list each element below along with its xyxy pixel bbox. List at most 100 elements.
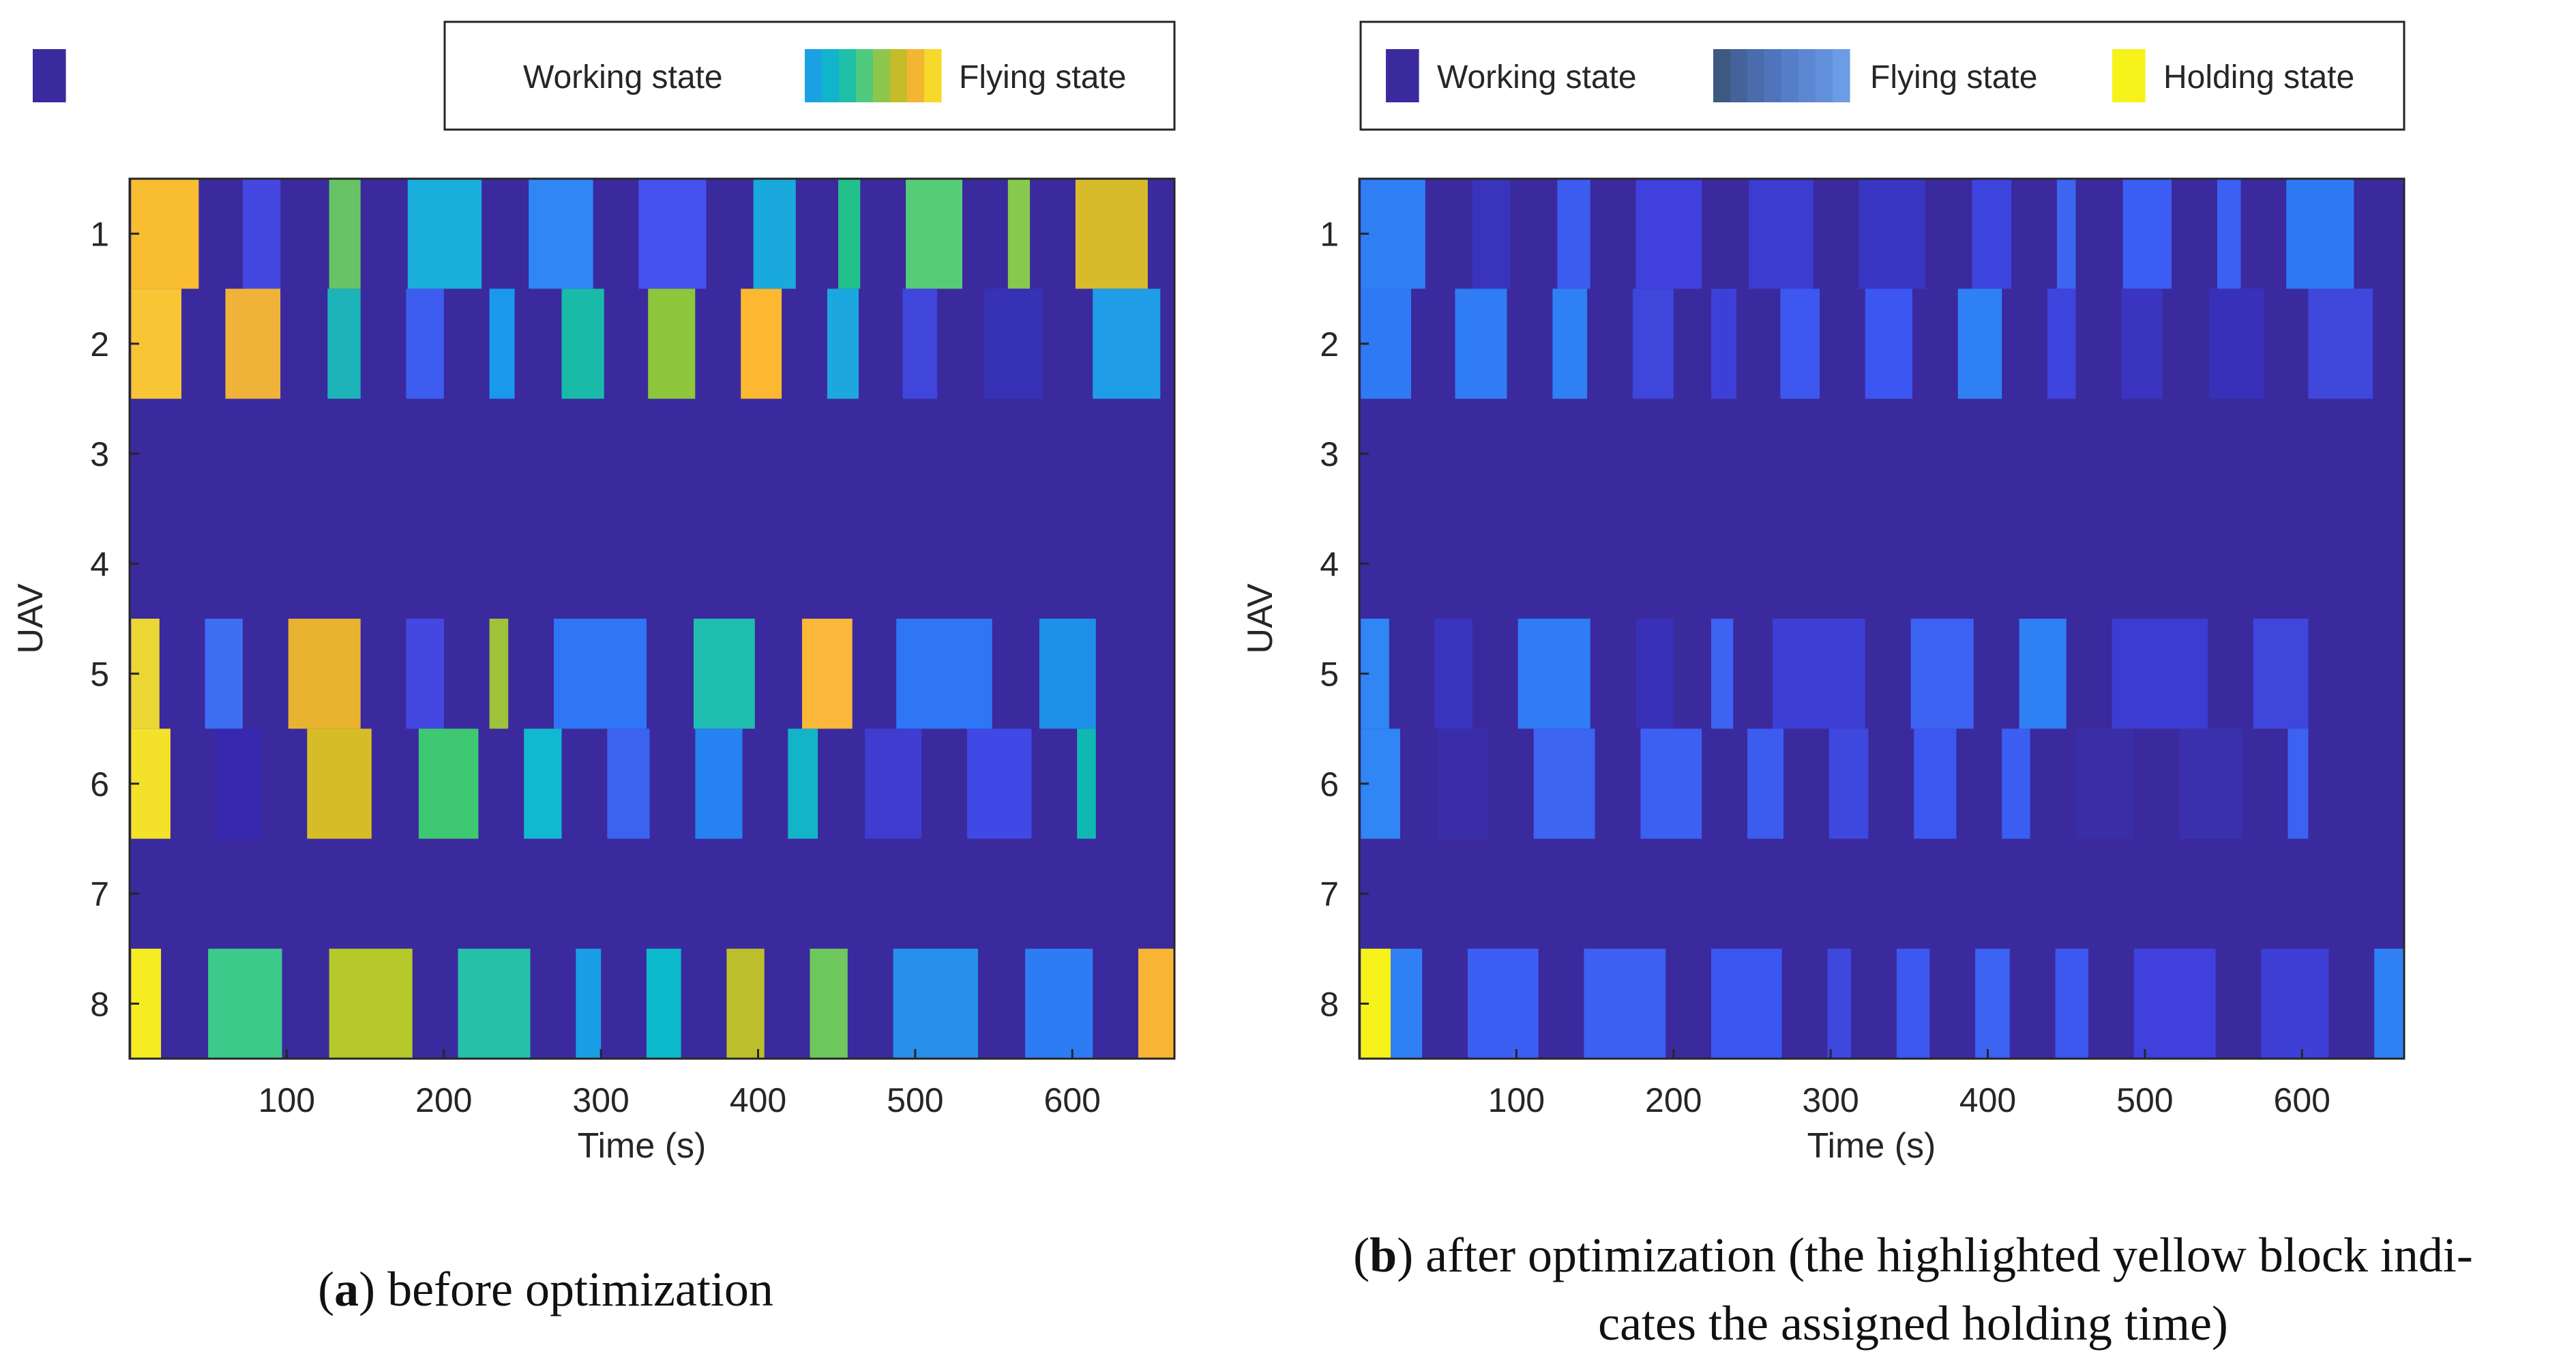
block-b-uav6-6	[1914, 728, 1957, 839]
block-a-uav2-6	[648, 289, 696, 399]
block-b-uav5-9	[2253, 619, 2309, 729]
ytick-label-a-4: 4	[90, 545, 109, 583]
block-a-uav2-4	[489, 289, 515, 399]
block-b-uav2-8	[2047, 289, 2076, 399]
block-b-uav6-3	[1640, 728, 1702, 839]
ytick-label-a-7: 7	[90, 875, 109, 913]
legend-swatch-a-1-0	[805, 49, 823, 102]
block-a-uav2-8	[827, 289, 859, 399]
block-a-uav1-4	[529, 179, 593, 289]
block-a-uav2-3	[406, 289, 444, 399]
block-a-uav2-10	[984, 289, 1043, 399]
block-b-uav6-5	[1829, 728, 1869, 839]
block-b-uav1-1	[1472, 179, 1511, 289]
block-b-uav1-9	[2217, 179, 2241, 289]
block-a-uav2-9	[902, 289, 938, 399]
xtick-label-a-200: 200	[415, 1081, 472, 1119]
legend-swatch-b-1-4	[1781, 49, 1799, 102]
xtick-label-b-100: 100	[1488, 1081, 1545, 1119]
block-a-uav8-1	[208, 948, 282, 1059]
caption-b-line2: cates the assigned holding time)	[1598, 1296, 2228, 1351]
block-a-uav8-8	[893, 948, 978, 1059]
block-a-uav6-2	[307, 728, 372, 839]
block-a-uav5-8	[896, 619, 992, 729]
block-b-uav1-7	[2056, 179, 2076, 289]
block-b-uav8-11	[2374, 948, 2404, 1059]
block-a-uav1-2	[329, 179, 361, 289]
ytick-label-b-5: 5	[1320, 656, 1339, 694]
caption-a-text: ) before optimization	[359, 1262, 773, 1316]
block-a-uav6-9	[966, 728, 1032, 839]
xlabel-b: Time (s)	[1807, 1126, 1936, 1166]
legend-swatch-a-1-5	[890, 49, 908, 102]
block-b-uav8-8	[2055, 948, 2088, 1059]
ytick-label-b-6: 6	[1320, 765, 1339, 804]
ytick-label-a-2: 2	[90, 325, 109, 364]
block-a-uav2-1	[225, 289, 281, 399]
block-b-uav1-10	[2286, 179, 2354, 289]
legend-swatch-a-1-3	[856, 49, 874, 102]
block-a-uav1-10	[1075, 179, 1148, 289]
block-a-uav6-1	[216, 728, 262, 839]
block-a-uav6-6	[695, 728, 743, 839]
block-a-uav6-5	[607, 728, 650, 839]
block-a-uav5-4	[489, 619, 509, 729]
xtick-label-b-600: 600	[2274, 1081, 2330, 1119]
ytick-label-b-8: 8	[1320, 985, 1339, 1023]
block-a-uav2-11	[1093, 289, 1161, 399]
caption-b-line1: (b) after optimization (the highlighted …	[1353, 1228, 2473, 1282]
block-b-uav1-2	[1557, 179, 1590, 289]
legend-swatch-b-1-6	[1816, 49, 1833, 102]
block-b-uav8-10	[2261, 948, 2329, 1059]
block-a-uav8-10	[1138, 948, 1174, 1059]
block-a-uav1-5	[638, 179, 707, 289]
ytick-label-b-1: 1	[1320, 216, 1339, 254]
block-b-uav6-4	[1747, 728, 1783, 839]
legend-swatch-b-1-0	[1713, 49, 1731, 102]
block-b-uav6-8	[2075, 728, 2134, 839]
block-a-uav1-6	[753, 179, 796, 289]
block-b-uav6-7	[2002, 728, 2030, 839]
block-b-uav6-2	[1533, 728, 1595, 839]
block-b-uav2-2	[1552, 289, 1588, 399]
legend-swatch-b-1-5	[1798, 49, 1816, 102]
ylabel-b: UAV	[1241, 583, 1280, 653]
block-b-uav8-9	[2133, 948, 2216, 1059]
block-b-uav5-7	[2019, 619, 2067, 729]
xtick-label-b-200: 200	[1645, 1081, 1702, 1119]
axis-frame-b	[1358, 177, 2405, 1060]
block-a-uav8-3	[458, 948, 531, 1059]
ytick-label-b-4: 4	[1320, 545, 1339, 583]
legend-swatch-a-1-4	[873, 49, 891, 102]
block-b-uav5-6	[1910, 619, 1974, 729]
block-b-uav6-10	[2288, 728, 2309, 839]
block-a-uav2-0	[131, 289, 181, 399]
legend-swatch-b-1-7	[1833, 49, 1850, 102]
legend-label-a-1: Flying state	[959, 59, 1126, 95]
block-a-uav8-9	[1025, 948, 1093, 1059]
block-b-uav2-11	[2308, 289, 2373, 399]
legend-swatch-a-0-0	[33, 49, 66, 102]
block-b-uav8-2	[1468, 948, 1539, 1059]
ytick-label-a-6: 6	[90, 765, 109, 804]
legend-swatch-b-0-0	[1386, 49, 1419, 102]
caption-b-text-1: ) after optimization (the highlighted ye…	[1397, 1228, 2473, 1282]
legend-box-b	[1359, 20, 2405, 131]
block-a-uav2-5	[561, 289, 604, 399]
ytick-label-b-2: 2	[1320, 325, 1339, 364]
block-a-uav1-8	[906, 179, 962, 289]
block-b-uav1-0	[1361, 179, 1425, 289]
legend-label-b-2: Holding state	[2163, 59, 2354, 95]
xtick-label-b-400: 400	[1959, 1081, 2016, 1119]
caption-b-letter: b	[1370, 1228, 1397, 1282]
legend-swatch-a-1-2	[839, 49, 857, 102]
block-b-uav8-5	[1827, 948, 1852, 1059]
block-b-uav1-3	[1635, 179, 1702, 289]
legend-label-a-0: Working state	[523, 59, 723, 95]
block-b-uav6-1	[1438, 728, 1488, 839]
legend-label-b-0: Working state	[1437, 59, 1637, 95]
block-a-uav5-7	[802, 619, 853, 729]
block-a-uav5-9	[1039, 619, 1096, 729]
